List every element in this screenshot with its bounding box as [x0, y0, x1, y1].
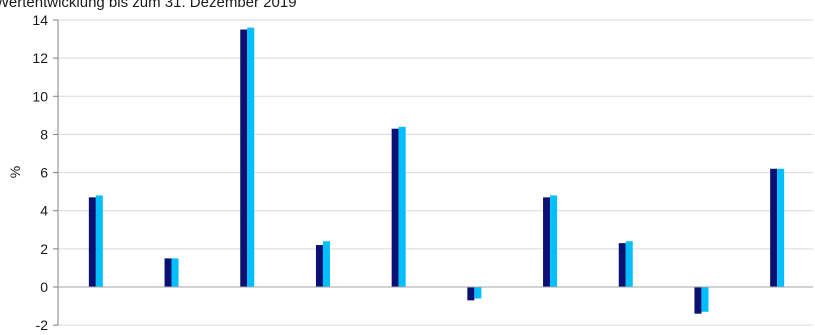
y-tick-label: 4 [40, 203, 48, 219]
bar-series-1 [88, 197, 96, 287]
bar-series-1 [315, 245, 323, 287]
bar-series-1 [391, 128, 399, 287]
bar-series-1 [618, 243, 626, 287]
y-tick-label: 6 [40, 165, 48, 181]
bars [58, 27, 813, 314]
bar-series-2 [322, 241, 330, 287]
bar-series-2 [398, 126, 406, 287]
bar-series-2 [777, 168, 785, 287]
y-tick-label: 14 [32, 12, 48, 28]
chart-title: Wertentwicklung bis zum 31. Dezember 201… [0, 0, 297, 11]
y-tick-label: 0 [40, 279, 48, 295]
y-axis-label: % [7, 166, 23, 178]
gridlines [58, 19, 813, 326]
y-tick-label: 10 [32, 88, 48, 104]
bar-series-2 [701, 287, 709, 312]
y-tick-label: 2 [40, 241, 48, 257]
bar-series-2 [247, 27, 255, 287]
y-tick-label: 12 [32, 50, 48, 66]
bar-series-1 [694, 287, 702, 314]
bar-series-1 [467, 287, 475, 301]
y-axis: -2 0 2 4 6 8 10 12 14 [32, 12, 59, 333]
bar-series-1 [770, 168, 778, 287]
bar-series-2 [625, 241, 633, 287]
bar-series-2 [550, 195, 558, 287]
bar-series-2 [171, 258, 179, 287]
y-tick-label: -2 [36, 317, 49, 333]
y-tick-label: 8 [40, 126, 48, 142]
bar-series-1 [164, 258, 172, 287]
bar-series-2 [95, 195, 103, 287]
bar-series-1 [240, 29, 248, 288]
bar-series-2 [474, 287, 482, 299]
bar-series-1 [543, 197, 551, 287]
